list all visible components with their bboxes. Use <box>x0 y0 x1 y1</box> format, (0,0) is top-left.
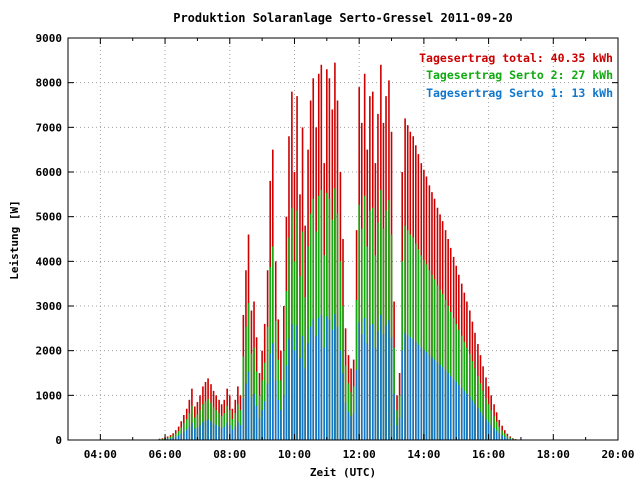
y-axis-ticks: 0 1000 2000 3000 4000 5000 6000 7000 8000 9000 <box>36 32 618 447</box>
x-tick-label: 06:00 <box>148 448 181 461</box>
y-tick-label: 8000 <box>36 77 63 90</box>
x-tick-label: 04:00 <box>84 448 117 461</box>
x-tick-label: 20:00 <box>601 448 634 461</box>
x-tick-label: 12:00 <box>343 448 376 461</box>
x-tick-label: 10:00 <box>278 448 311 461</box>
y-tick-label: 3000 <box>36 300 63 313</box>
legend: Tagesertrag total: 40.35 kWh Tagesertrag… <box>419 51 613 100</box>
plot-frame <box>67 37 619 441</box>
y-tick-label: 2000 <box>36 345 63 358</box>
legend-entry-serto1: Tagesertrag Serto 1: 13 kWh <box>426 86 613 100</box>
x-tick-label: 08:00 <box>213 448 246 461</box>
y-axis-label: Leistung [W] <box>8 200 21 279</box>
y-tick-label: 9000 <box>36 32 63 45</box>
x-tick-label: 16:00 <box>472 448 505 461</box>
y-tick-label: 1000 <box>36 389 63 402</box>
legend-entry-serto2: Tagesertrag Serto 2: 27 kWh <box>426 68 613 82</box>
data-bars <box>158 62 522 440</box>
chart-title: Produktion Solaranlage Serto-Gressel 201… <box>173 11 513 25</box>
y-tick-label: 5000 <box>36 211 63 224</box>
x-axis-ticks: 04:00 06:00 08:00 10:00 12:00 14:00 16:00 18:00… <box>67 38 635 461</box>
legend-entry-total: Tagesertrag total: 40.35 kWh <box>419 51 613 65</box>
x-axis-label: Zeit (UTC) <box>310 466 376 479</box>
y-tick-label: 0 <box>55 434 62 447</box>
x-tick-label: 14:00 <box>407 448 440 461</box>
x-tick-label: 18:00 <box>537 448 570 461</box>
y-tick-label: 6000 <box>36 166 63 179</box>
y-tick-label: 4000 <box>36 255 63 268</box>
y-tick-label: 7000 <box>36 121 63 134</box>
